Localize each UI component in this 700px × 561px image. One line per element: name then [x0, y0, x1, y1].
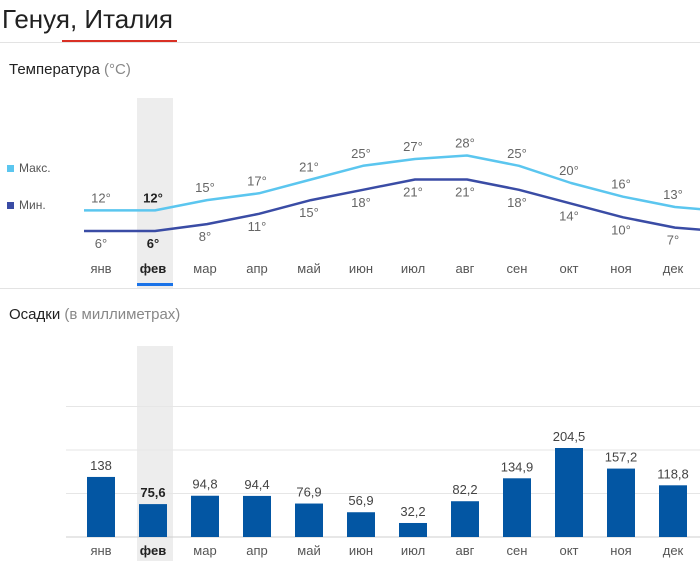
header-divider [0, 42, 700, 43]
max-temp-label: 12° [143, 190, 163, 205]
precipitation-bar [399, 522, 427, 537]
bar-value-label: 76,9 [296, 485, 321, 500]
min-temp-label: 18° [507, 195, 527, 210]
precipitation-bar [347, 512, 375, 537]
min-temp-label: 7° [667, 233, 679, 248]
legend-max-label: Макс. [19, 161, 51, 175]
month-label: янв [90, 543, 111, 558]
precipitation-unit-text: (в миллиметрах) [64, 306, 181, 323]
max-temp-label: 13° [663, 187, 683, 202]
legend-max: Макс. [7, 161, 51, 175]
precipitation-bar [295, 503, 323, 537]
bar-value-label: 75,6 [140, 485, 165, 500]
precipitation-bar [607, 468, 635, 537]
month-label: окт [559, 261, 578, 276]
max-temp-label: 27° [403, 139, 423, 154]
min-temp-label: 18° [351, 195, 371, 210]
min-temp-label: 8° [199, 229, 211, 244]
month-label: дек [663, 261, 684, 276]
bar-value-label: 204,5 [553, 429, 586, 444]
precipitation-chart: 138 янв 75,6 фев 94,8 мар 94,4 апр 76,9 май 56,9 ию… [66, 346, 700, 561]
max-temp-label: 20° [559, 163, 579, 178]
bar-value-label: 134,9 [501, 459, 534, 474]
month-label: май [297, 261, 320, 276]
temperature-section-title: Температура (°C) [9, 61, 131, 78]
month-label: мар [193, 261, 216, 276]
month-label: апр [246, 261, 268, 276]
month-label: июл [401, 543, 425, 558]
bar-value-label: 32,2 [400, 504, 425, 519]
bar-value-label: 138 [90, 458, 112, 473]
max-temp-label: 28° [455, 136, 475, 151]
month-label: янв [90, 261, 111, 276]
max-temp-label: 21° [299, 160, 319, 175]
max-temp-label: 17° [247, 173, 267, 188]
precipitation-bar [555, 448, 583, 537]
min-temp-label: 10° [611, 222, 631, 237]
month-label: июл [401, 261, 425, 276]
legend-min-swatch [7, 201, 14, 209]
bar-value-label: 82,2 [452, 482, 477, 497]
bar-value-label: 94,4 [244, 477, 269, 492]
month-label: мар [193, 543, 216, 558]
bar-value-label: 118,8 [657, 466, 689, 481]
bar-value-label: 56,9 [348, 493, 373, 508]
bar-value-label: 94,8 [192, 477, 217, 492]
precipitation-bar [451, 501, 479, 537]
month-label: окт [559, 543, 578, 558]
month-label: май [297, 543, 320, 558]
temperature-title-text: Температура [9, 61, 100, 78]
section-divider [0, 288, 700, 289]
min-temp-label: 11° [248, 219, 267, 234]
city-title: Генуя, Италия [2, 4, 173, 34]
legend-min: Мин. [7, 198, 46, 212]
min-temp-label: 21° [403, 185, 423, 200]
title-underline [62, 40, 177, 42]
min-temp-label: 15° [299, 205, 319, 220]
month-label: сен [507, 261, 528, 276]
precipitation-section-title: Осадки (в миллиметрах) [9, 306, 180, 323]
max-temp-label: 15° [195, 180, 215, 195]
month-label: ноя [610, 543, 631, 558]
month-label: ноя [610, 261, 631, 276]
legend-min-label: Мин. [19, 198, 46, 212]
month-label: сен [507, 543, 528, 558]
month-label: авг [456, 261, 475, 276]
month-label: фев [140, 261, 166, 276]
min-temp-label: 21° [455, 185, 475, 200]
precipitation-bar [139, 504, 167, 537]
min-temp-label: 6° [95, 236, 107, 251]
precipitation-bar [243, 495, 271, 537]
month-label: июн [349, 261, 373, 276]
min-temp-label: 6° [147, 236, 159, 251]
selected-month-highlight [137, 98, 173, 288]
month-label: фев [140, 543, 166, 558]
legend-max-swatch [7, 164, 14, 172]
selected-month-underline [137, 283, 173, 286]
min-temp-label: 14° [559, 209, 579, 224]
month-label: июн [349, 543, 373, 558]
month-label: авг [456, 543, 475, 558]
min-temperature-line [84, 178, 700, 233]
max-temp-label: 12° [91, 190, 111, 205]
max-temp-label: 25° [351, 146, 371, 161]
month-label: дек [663, 543, 684, 558]
precipitation-bar [659, 485, 687, 537]
bar-value-label: 157,2 [605, 450, 638, 465]
temperature-chart: 12° 6° янв 12° 6° фев 15° 8° мар 17° 11° апр 21° 15° м… [84, 98, 700, 288]
max-temperature-line [84, 154, 700, 212]
month-label: апр [246, 543, 268, 558]
precipitation-bar [191, 495, 219, 537]
max-temp-label: 25° [507, 146, 527, 161]
max-temp-label: 16° [611, 177, 631, 192]
precipitation-bar [87, 476, 115, 537]
precipitation-bar [503, 478, 531, 537]
temperature-unit-text: (°C) [104, 61, 131, 78]
precipitation-title-text: Осадки [9, 306, 61, 323]
